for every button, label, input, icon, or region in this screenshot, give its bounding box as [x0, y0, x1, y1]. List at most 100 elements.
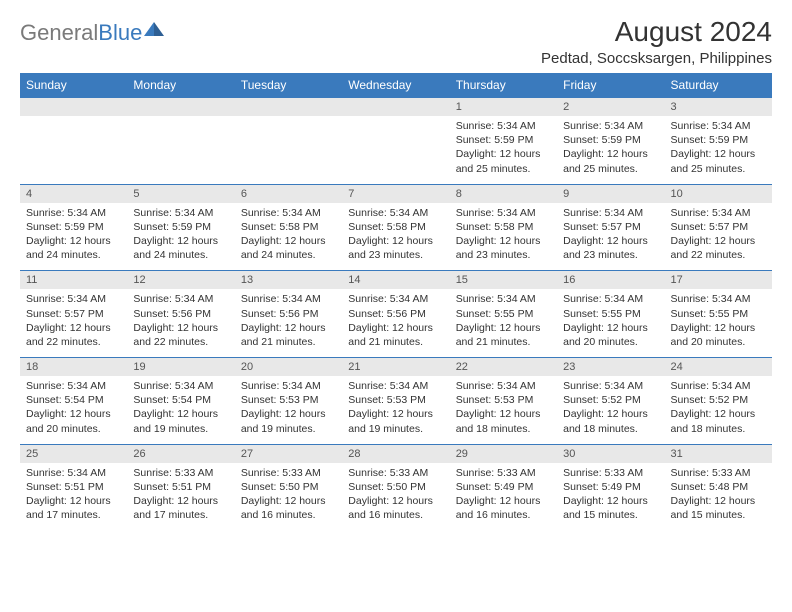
day-content: Sunrise: 5:34 AMSunset: 5:58 PMDaylight:…	[342, 203, 449, 271]
day-content: Sunrise: 5:34 AMSunset: 5:53 PMDaylight:…	[235, 376, 342, 444]
calendar-day-cell: 25Sunrise: 5:34 AMSunset: 5:51 PMDayligh…	[20, 444, 127, 531]
calendar-day-cell: 10Sunrise: 5:34 AMSunset: 5:57 PMDayligh…	[665, 184, 772, 271]
day-content: Sunrise: 5:34 AMSunset: 5:56 PMDaylight:…	[235, 289, 342, 357]
calendar-day-cell: 27Sunrise: 5:33 AMSunset: 5:50 PMDayligh…	[235, 444, 342, 531]
day-content: Sunrise: 5:34 AMSunset: 5:52 PMDaylight:…	[665, 376, 772, 444]
calendar-day-cell: 4Sunrise: 5:34 AMSunset: 5:59 PMDaylight…	[20, 184, 127, 271]
calendar-week-row: 25Sunrise: 5:34 AMSunset: 5:51 PMDayligh…	[20, 444, 772, 531]
day-number-bar: 5	[127, 184, 234, 203]
weekday-tuesday: Tuesday	[235, 73, 342, 97]
calendar-day-cell: 11Sunrise: 5:34 AMSunset: 5:57 PMDayligh…	[20, 270, 127, 357]
day-number-bar	[235, 97, 342, 116]
day-number-bar: 2	[557, 97, 664, 116]
calendar-day-cell: 6Sunrise: 5:34 AMSunset: 5:58 PMDaylight…	[235, 184, 342, 271]
day-number-bar: 7	[342, 184, 449, 203]
title-block: August 2024 Pedtad, Soccsksargen, Philip…	[541, 16, 772, 67]
weekday-thursday: Thursday	[450, 73, 557, 97]
day-content: Sunrise: 5:33 AMSunset: 5:50 PMDaylight:…	[342, 463, 449, 531]
day-content: Sunrise: 5:34 AMSunset: 5:57 PMDaylight:…	[20, 289, 127, 357]
day-number-bar: 10	[665, 184, 772, 203]
day-number-bar: 18	[20, 357, 127, 376]
day-content	[127, 116, 234, 176]
day-content: Sunrise: 5:34 AMSunset: 5:58 PMDaylight:…	[235, 203, 342, 271]
day-content: Sunrise: 5:34 AMSunset: 5:59 PMDaylight:…	[665, 116, 772, 184]
day-number-bar: 28	[342, 444, 449, 463]
day-content: Sunrise: 5:34 AMSunset: 5:57 PMDaylight:…	[665, 203, 772, 271]
header: GeneralBlue August 2024 Pedtad, Soccsksa…	[20, 16, 772, 67]
day-content: Sunrise: 5:33 AMSunset: 5:48 PMDaylight:…	[665, 463, 772, 531]
day-content: Sunrise: 5:34 AMSunset: 5:54 PMDaylight:…	[20, 376, 127, 444]
day-number-bar: 16	[557, 270, 664, 289]
weekday-sunday: Sunday	[20, 73, 127, 97]
weekday-wednesday: Wednesday	[342, 73, 449, 97]
calendar-day-cell: 17Sunrise: 5:34 AMSunset: 5:55 PMDayligh…	[665, 270, 772, 357]
day-content: Sunrise: 5:34 AMSunset: 5:56 PMDaylight:…	[342, 289, 449, 357]
day-number-bar: 31	[665, 444, 772, 463]
calendar-day-cell: 24Sunrise: 5:34 AMSunset: 5:52 PMDayligh…	[665, 357, 772, 444]
calendar-day-cell: 8Sunrise: 5:34 AMSunset: 5:58 PMDaylight…	[450, 184, 557, 271]
weekday-saturday: Saturday	[665, 73, 772, 97]
weekday-monday: Monday	[127, 73, 234, 97]
day-number-bar: 25	[20, 444, 127, 463]
day-content: Sunrise: 5:34 AMSunset: 5:59 PMDaylight:…	[20, 203, 127, 271]
calendar-week-row: 1Sunrise: 5:34 AMSunset: 5:59 PMDaylight…	[20, 97, 772, 184]
logo-word-1: General	[20, 20, 98, 45]
day-number-bar	[342, 97, 449, 116]
day-content: Sunrise: 5:33 AMSunset: 5:49 PMDaylight:…	[557, 463, 664, 531]
logo-triangle2-icon	[154, 22, 164, 36]
calendar-day-cell: 1Sunrise: 5:34 AMSunset: 5:59 PMDaylight…	[450, 97, 557, 184]
calendar-day-cell: 15Sunrise: 5:34 AMSunset: 5:55 PMDayligh…	[450, 270, 557, 357]
day-number-bar: 22	[450, 357, 557, 376]
calendar-day-cell: 7Sunrise: 5:34 AMSunset: 5:58 PMDaylight…	[342, 184, 449, 271]
calendar-day-cell: 22Sunrise: 5:34 AMSunset: 5:53 PMDayligh…	[450, 357, 557, 444]
calendar-day-cell: 30Sunrise: 5:33 AMSunset: 5:49 PMDayligh…	[557, 444, 664, 531]
day-number-bar: 9	[557, 184, 664, 203]
day-number-bar: 15	[450, 270, 557, 289]
day-number-bar: 26	[127, 444, 234, 463]
day-content: Sunrise: 5:34 AMSunset: 5:59 PMDaylight:…	[127, 203, 234, 271]
day-content: Sunrise: 5:34 AMSunset: 5:59 PMDaylight:…	[450, 116, 557, 184]
calendar-day-cell: 3Sunrise: 5:34 AMSunset: 5:59 PMDaylight…	[665, 97, 772, 184]
day-number-bar: 17	[665, 270, 772, 289]
calendar-day-cell: 19Sunrise: 5:34 AMSunset: 5:54 PMDayligh…	[127, 357, 234, 444]
day-content: Sunrise: 5:34 AMSunset: 5:55 PMDaylight:…	[665, 289, 772, 357]
day-number-bar: 6	[235, 184, 342, 203]
calendar-day-cell	[342, 97, 449, 184]
calendar-day-cell: 2Sunrise: 5:34 AMSunset: 5:59 PMDaylight…	[557, 97, 664, 184]
calendar-day-cell: 23Sunrise: 5:34 AMSunset: 5:52 PMDayligh…	[557, 357, 664, 444]
location: Pedtad, Soccsksargen, Philippines	[541, 50, 772, 67]
day-content: Sunrise: 5:34 AMSunset: 5:59 PMDaylight:…	[557, 116, 664, 184]
logo-text: GeneralBlue	[20, 20, 142, 46]
day-content	[342, 116, 449, 176]
day-number-bar: 20	[235, 357, 342, 376]
calendar-day-cell	[235, 97, 342, 184]
day-content: Sunrise: 5:34 AMSunset: 5:53 PMDaylight:…	[450, 376, 557, 444]
calendar-day-cell: 21Sunrise: 5:34 AMSunset: 5:53 PMDayligh…	[342, 357, 449, 444]
day-number-bar: 12	[127, 270, 234, 289]
day-content: Sunrise: 5:33 AMSunset: 5:50 PMDaylight:…	[235, 463, 342, 531]
calendar-day-cell: 12Sunrise: 5:34 AMSunset: 5:56 PMDayligh…	[127, 270, 234, 357]
calendar-day-cell: 29Sunrise: 5:33 AMSunset: 5:49 PMDayligh…	[450, 444, 557, 531]
calendar-week-row: 18Sunrise: 5:34 AMSunset: 5:54 PMDayligh…	[20, 357, 772, 444]
calendar-day-cell: 9Sunrise: 5:34 AMSunset: 5:57 PMDaylight…	[557, 184, 664, 271]
day-number-bar: 23	[557, 357, 664, 376]
calendar-page: GeneralBlue August 2024 Pedtad, Soccsksa…	[0, 0, 792, 546]
calendar-day-cell: 18Sunrise: 5:34 AMSunset: 5:54 PMDayligh…	[20, 357, 127, 444]
calendar-body: 1Sunrise: 5:34 AMSunset: 5:59 PMDaylight…	[20, 97, 772, 530]
day-number-bar: 21	[342, 357, 449, 376]
day-number-bar: 27	[235, 444, 342, 463]
weekday-friday: Friday	[557, 73, 664, 97]
day-number-bar: 1	[450, 97, 557, 116]
calendar-day-cell: 26Sunrise: 5:33 AMSunset: 5:51 PMDayligh…	[127, 444, 234, 531]
day-content	[20, 116, 127, 176]
day-number-bar: 30	[557, 444, 664, 463]
day-content: Sunrise: 5:33 AMSunset: 5:49 PMDaylight:…	[450, 463, 557, 531]
calendar-day-cell: 5Sunrise: 5:34 AMSunset: 5:59 PMDaylight…	[127, 184, 234, 271]
calendar-day-cell: 20Sunrise: 5:34 AMSunset: 5:53 PMDayligh…	[235, 357, 342, 444]
logo: GeneralBlue	[20, 20, 164, 46]
day-content: Sunrise: 5:33 AMSunset: 5:51 PMDaylight:…	[127, 463, 234, 531]
day-content: Sunrise: 5:34 AMSunset: 5:58 PMDaylight:…	[450, 203, 557, 271]
calendar-day-cell: 31Sunrise: 5:33 AMSunset: 5:48 PMDayligh…	[665, 444, 772, 531]
calendar-table: Sunday Monday Tuesday Wednesday Thursday…	[20, 73, 772, 530]
day-content: Sunrise: 5:34 AMSunset: 5:56 PMDaylight:…	[127, 289, 234, 357]
